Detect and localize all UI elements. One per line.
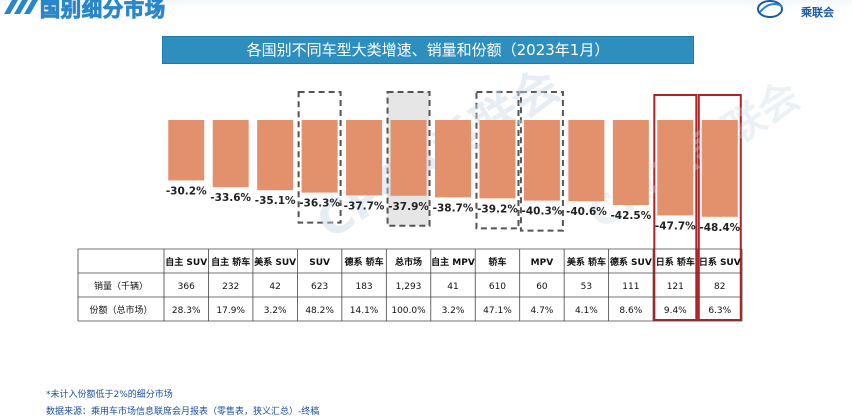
bar-6 [435,120,471,198]
chart-title-banner: 各国别不同车型大类增速、销量和份额（2023年1月） [162,36,694,64]
red-highlight-box-12 [697,94,742,321]
bar-0 [168,120,205,181]
table-header-cell-9: 美系 轿车 [567,256,606,268]
bar-3 [301,120,338,193]
bar-2 [257,120,294,191]
table-cell-1-3: 48.2% [305,306,334,316]
table-header-cell-2: 美系 SUV [254,256,296,268]
bar-5 [390,120,427,196]
table-header-cell-4: 德系 轿车 [345,256,384,268]
table-cell-1-12: 6.3% [708,306,731,316]
table-header-cell-12: 日系 SUV [699,256,741,268]
table-header-cell-11: 日系 轿车 [656,256,695,268]
table-cell-1-11: 9.4% [664,306,687,316]
table-cell-0-4: 183 [355,282,372,292]
bar-value-label-7: -39.2% [477,203,518,215]
table-cell-1-10: 8.6% [619,306,642,316]
bar-value-label-3: -36.3% [299,198,340,210]
bar-value-label-9: -40.6% [566,206,607,218]
table-cell-0-2: 42 [269,282,280,292]
header-band [0,0,852,12]
bar-value-label-1: -33.6% [210,192,251,204]
table-row-label-1: 份额（总市场） [89,304,152,316]
bar-8 [523,120,560,201]
bar-4 [346,120,383,196]
bar-value-label-2: -35.1% [255,195,296,207]
table-cell-1-7: 47.1% [483,306,512,316]
bar-11 [657,120,694,216]
bar-10 [612,120,649,205]
bar-12 [701,120,738,217]
table-cell-1-6: 3.2% [442,306,465,316]
bar-value-label-10: -42.5% [610,210,651,222]
table-cell-0-10: 111 [622,282,639,292]
bar-7 [479,120,516,199]
table-header-cell-5: 总市场 [395,256,422,268]
table-cell-0-3: 623 [311,282,328,292]
section-title: 国别细分市场 [40,0,166,22]
table-cell-1-0: 28.3% [172,306,201,316]
highlight-box-8 [519,91,564,232]
cpca-logo-icon [757,0,783,18]
bar-1 [212,120,249,188]
highlight-box-7 [475,91,520,230]
table-cell-0-12: 82 [714,282,725,292]
table-cell-0-8: 60 [536,282,548,292]
bar-9 [568,120,605,202]
table-cell-0-7: 610 [489,282,506,292]
header-chevron-icon [4,0,38,14]
table-cell-1-1: 17.9% [216,306,245,316]
table-cell-0-0: 366 [178,282,195,292]
footnote-share: *未计入份额低于2%的细分市场 [46,390,173,400]
bar-value-label-0: -30.2% [166,185,207,197]
table-cell-0-9: 53 [581,282,592,292]
highlight-box-3 [297,91,342,224]
bar-value-label-4: -37.7% [344,200,385,212]
table-row-label-0: 销量（千辆） [94,280,148,292]
footnote-source: 数据来源：乘用车市场信息联席会月报表（零售表，狭义汇总）-终稿 [46,407,320,417]
table-header-cell-3: SUV [309,258,330,268]
bar-value-label-12: -48.4% [699,222,740,234]
bar-value-label-5: -37.9% [388,201,429,213]
table-cell-1-8: 4.7% [530,306,553,316]
table-header-cell-7: 轿车 [488,256,506,268]
table-cell-1-9: 4.1% [575,306,598,316]
bar-value-label-6: -38.7% [433,202,474,214]
table-cell-0-11: 121 [667,282,684,292]
table-cell-0-6: 41 [447,282,458,292]
logo-label: 乘联会 [801,6,834,19]
table-header-cell-10: 德系 SUV [610,256,652,268]
table-header-cell-8: MPV [531,258,554,268]
bar-value-label-8: -40.3% [522,206,563,218]
table-cell-1-2: 3.2% [264,306,287,316]
table-cell-0-5: 1,293 [396,282,422,292]
table-header-cell-6: 自主 MPV [431,256,475,268]
bar-value-label-11: -47.7% [655,220,696,232]
table-header-cell-0: 自主 SUV [165,256,207,268]
table-cell-0-1: 232 [222,282,239,292]
red-highlight-box-11 [653,94,698,321]
table-header-cell-1: 自主 轿车 [211,256,250,268]
table-cell-1-4: 14.1% [350,306,379,316]
table-cell-1-5: 100.0% [391,306,426,316]
